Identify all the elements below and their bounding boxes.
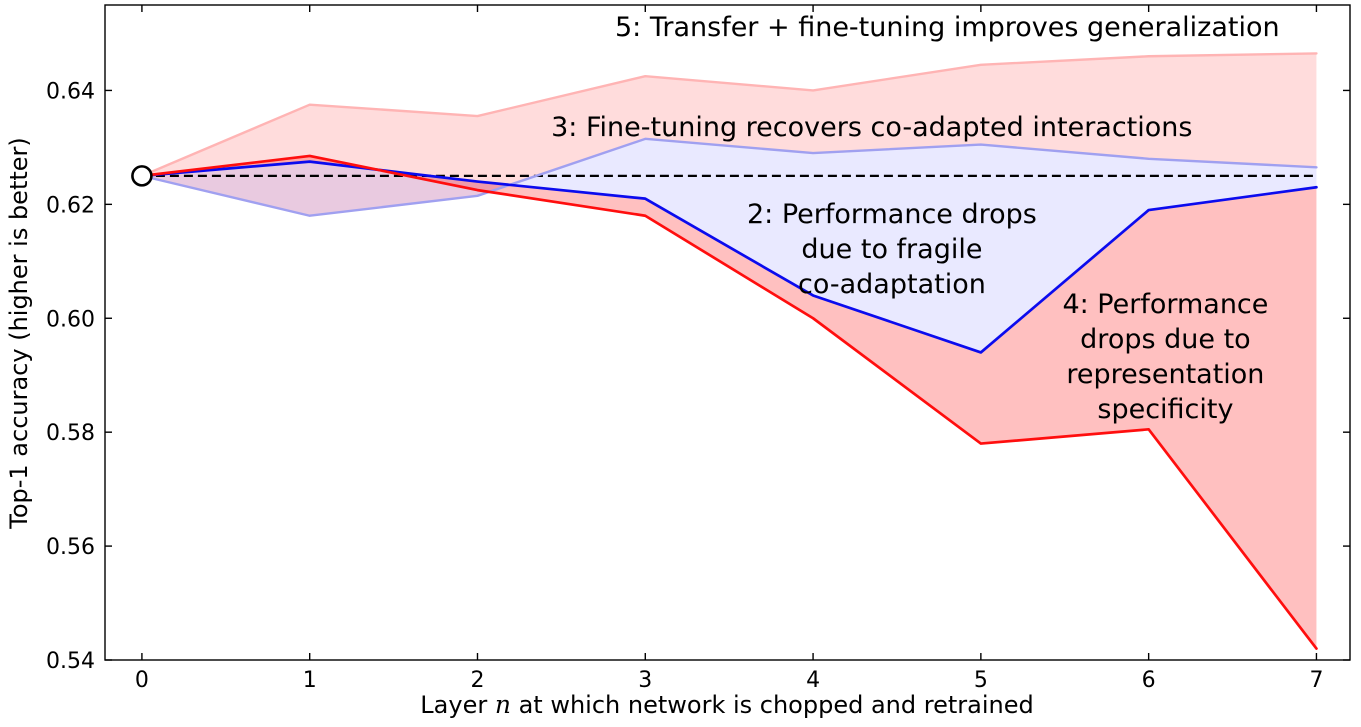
annotation-note-2-line-1: 2: Performance drops: [747, 199, 1037, 230]
series-blue-line: [140, 160, 1318, 354]
y-tick-label: 0.56: [46, 535, 95, 560]
annotation-note-2-line-2: due to fragile: [801, 234, 982, 265]
fill-blue-line-to-red-line: [141, 155, 1317, 649]
x-tick-label: 4: [806, 668, 820, 693]
y-tick-label: 0.54: [46, 649, 95, 674]
annotation-note-5-line-1: 5: Transfer + fine-tuning improves gener…: [615, 12, 1280, 43]
x-tick-label: 3: [638, 668, 652, 693]
x-tick-label: 2: [470, 668, 484, 693]
x-tick-label: 0: [135, 668, 149, 693]
annotation-note-4-line-1: 4: Performance: [1062, 289, 1268, 320]
annotation-note-3-line-1: 3: Fine-tuning recovers co-adapted inter…: [551, 112, 1192, 143]
plot-area: 0 1 2 3 4 5 6 7 0.54 0.56 0.58 0.60 0.62 0.64 5: Trans…: [46, 4, 1351, 693]
series-red-line: [140, 154, 1318, 650]
x-axis-label: Layer n at which network is chopped and …: [420, 690, 1033, 719]
x-tick-label: 7: [1309, 668, 1323, 693]
x-tick-label: 1: [303, 668, 317, 693]
x-tick-label: 5: [974, 668, 988, 693]
fill-pink-line-to-lightblue-line: [141, 53, 1317, 216]
annotation-note-4-line-3: representation: [1066, 359, 1264, 390]
x-axis-label-var: n: [495, 690, 511, 719]
y-tick-label: 0.64: [46, 79, 95, 104]
series-lightblue-line: [140, 137, 1318, 217]
y-tick-label: 0.58: [46, 421, 95, 446]
plot-border: [104, 4, 1351, 661]
x-tick-label: 6: [1142, 668, 1156, 693]
annotation-note-4-line-2: drops due to: [1080, 324, 1251, 355]
y-tick-label: 0.60: [46, 307, 95, 332]
annotation-note-2-line-3: co-adaptation: [798, 269, 986, 300]
x-axis-label-post: at which network is chopped and retraine…: [511, 691, 1034, 719]
start-marker-circle: [131, 165, 153, 187]
y-tick-label: 0.62: [46, 193, 95, 218]
annotation-note-4-line-4: specificity: [1097, 394, 1233, 425]
x-axis-label-pre: Layer: [420, 691, 495, 719]
y-axis-label: Top-1 accuracy (higher is better): [5, 137, 33, 530]
series-pink-line: [140, 52, 1318, 178]
